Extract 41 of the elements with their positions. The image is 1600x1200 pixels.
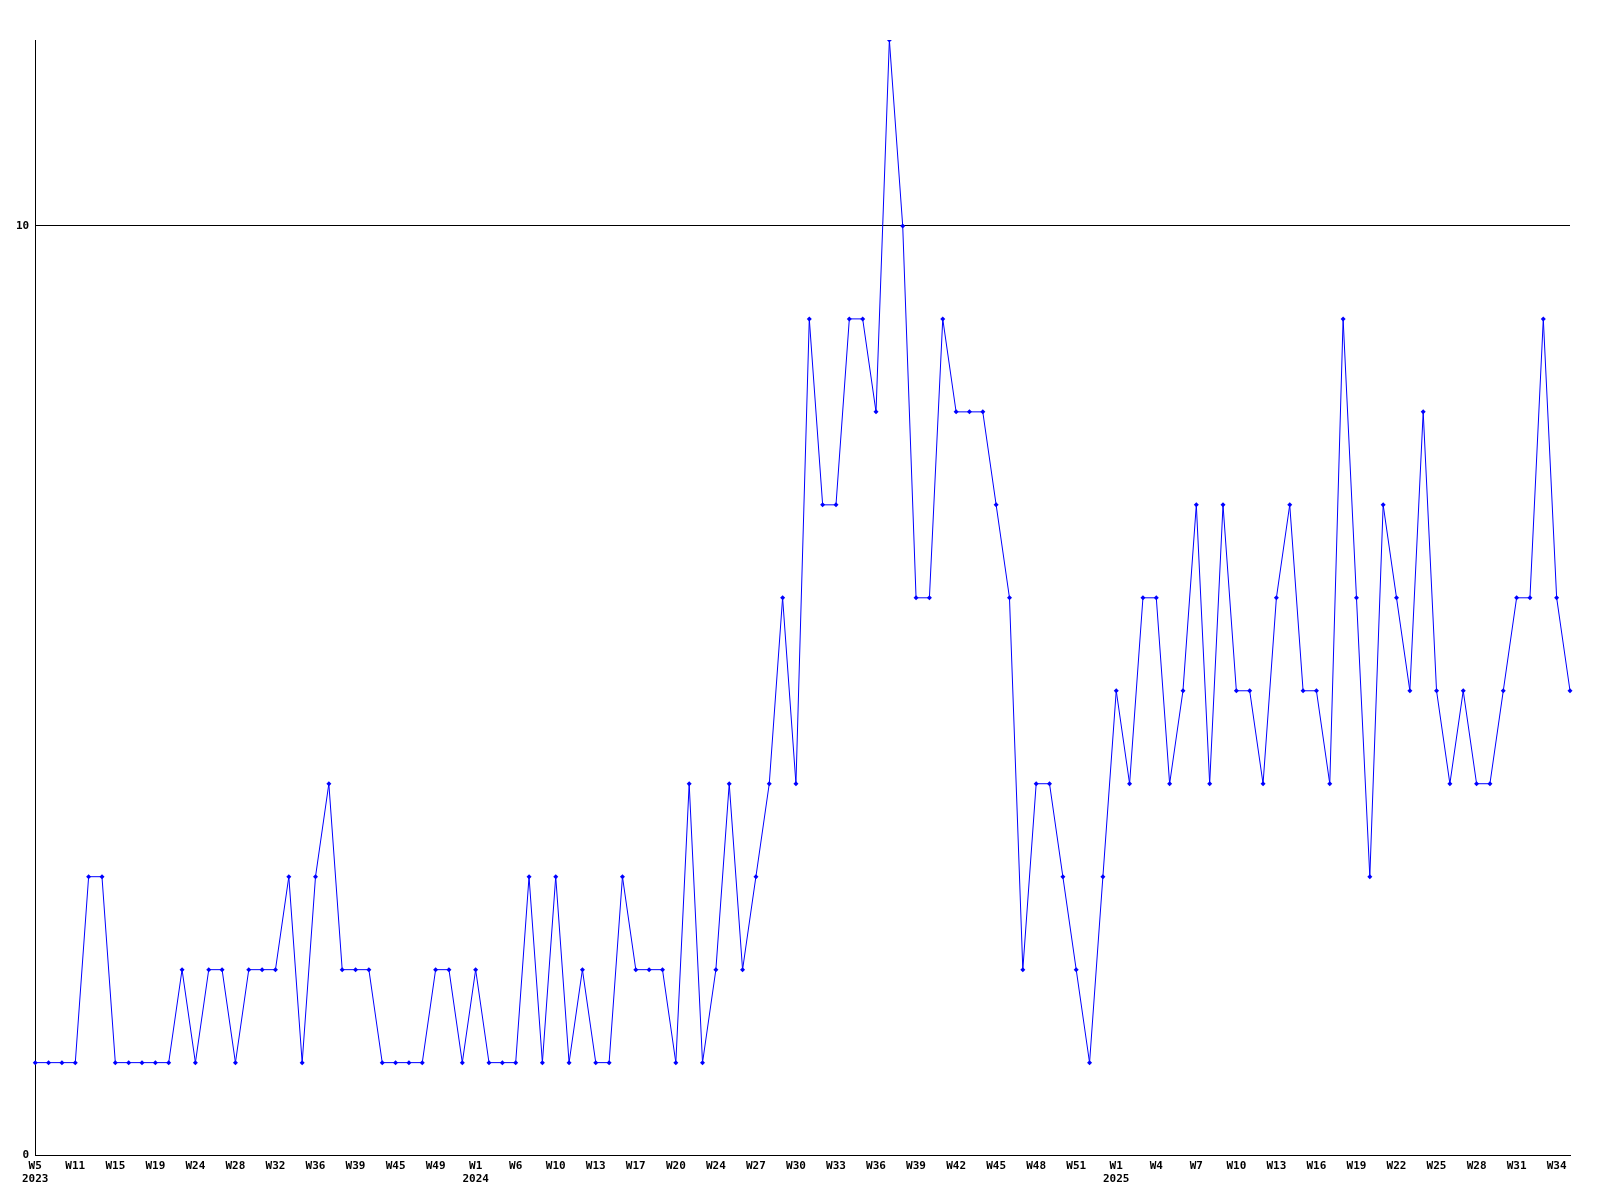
x-tick-label: W17: [625, 1159, 646, 1173]
x-tick-label: W45: [385, 1159, 406, 1173]
x-tick-label: W1 2024: [462, 1159, 490, 1186]
x-tick-label: W15: [105, 1159, 126, 1173]
x-tick-label: W39: [345, 1159, 366, 1173]
y-tick-label: 0: [22, 1148, 30, 1162]
x-tick-label: W51: [1066, 1159, 1087, 1173]
x-tick-label: W24: [185, 1159, 206, 1173]
x-tick-label: W30: [786, 1159, 806, 1173]
x-tick-label: W33: [826, 1159, 846, 1173]
x-tick-label: W48: [1026, 1159, 1047, 1173]
x-tick-label: W24: [705, 1159, 727, 1173]
x-tick-label: W13: [1266, 1159, 1287, 1173]
x-tick-label: W11: [65, 1159, 86, 1173]
x-tick-label: W36: [866, 1159, 887, 1173]
x-tick-label: W6: [509, 1159, 523, 1173]
x-tick-label: W5 2023: [22, 1159, 49, 1186]
x-tick-label: W19: [145, 1159, 166, 1173]
x-tick-label: W27: [745, 1159, 766, 1173]
x-tick-label: W39: [906, 1159, 926, 1173]
x-tick-label: W49: [425, 1159, 446, 1173]
x-tick-label: W28: [1466, 1159, 1487, 1173]
x-tick-label: W7: [1189, 1159, 1203, 1173]
x-tick-label: W25: [1426, 1159, 1447, 1173]
x-tick-label: W19: [1346, 1159, 1367, 1173]
x-tick-label: W10: [545, 1159, 566, 1173]
x-tick-label: W22: [1386, 1159, 1407, 1173]
x-tick-label: W13: [585, 1159, 606, 1173]
x-tick-label: W16: [1306, 1159, 1327, 1173]
x-tick-label: W20: [665, 1159, 686, 1173]
x-tick-label: W32: [265, 1159, 286, 1173]
x-tick-label: W42: [946, 1159, 967, 1173]
x-tick-label: W45: [986, 1159, 1007, 1173]
x-tick-label: W28: [225, 1159, 246, 1173]
x-tick-label: W4: [1149, 1159, 1164, 1173]
y-tick-label: 10: [16, 218, 30, 232]
x-tick-label: W34: [1546, 1159, 1567, 1173]
x-tick-label: W36: [305, 1159, 326, 1173]
x-tick-label: W31: [1506, 1159, 1527, 1173]
x-tick-label: W10: [1226, 1159, 1247, 1173]
x-tick-label: W1 2025: [1103, 1159, 1130, 1186]
